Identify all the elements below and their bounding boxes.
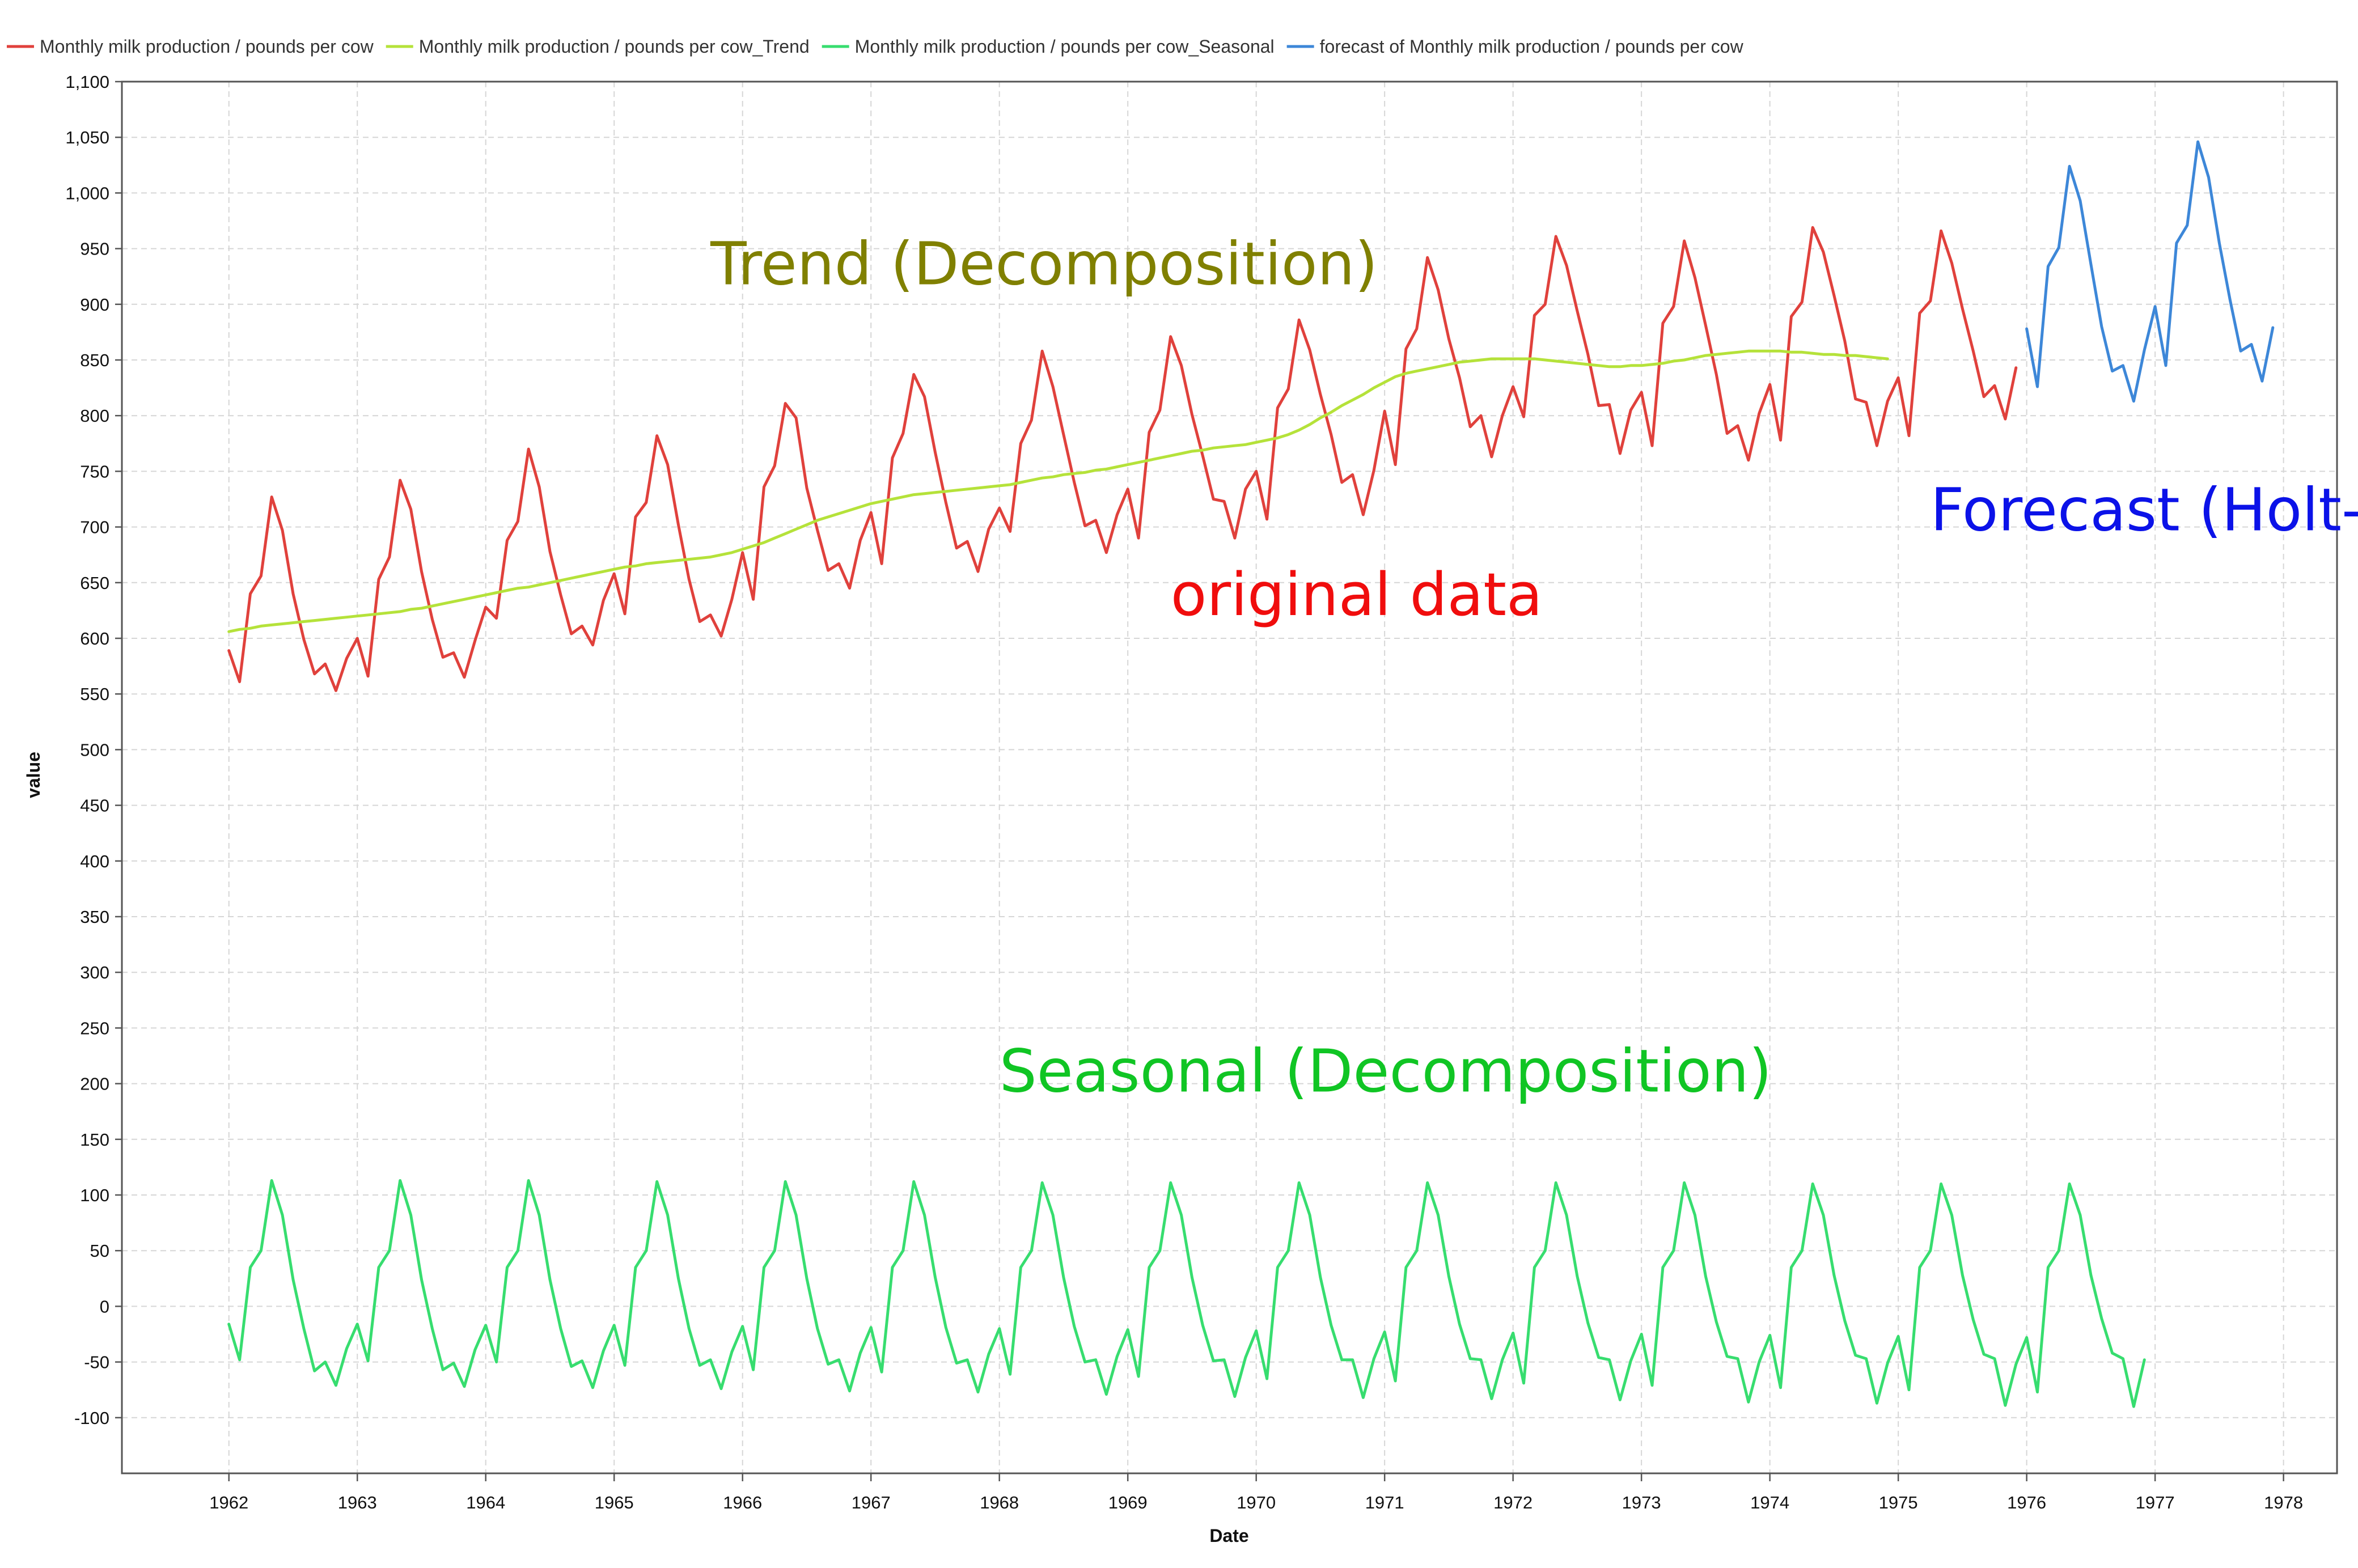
y-tick-label: 900 (80, 295, 109, 315)
seasonal-series-line (227, 1179, 2146, 1408)
y-tick-label: 100 (80, 1185, 109, 1205)
y-tick-label: 150 (80, 1130, 109, 1150)
x-tick-label: 1971 (1365, 1493, 1404, 1512)
x-tick-label: 1969 (1108, 1493, 1148, 1512)
legend-label: Monthly milk production / pounds per cow… (855, 36, 1275, 57)
x-tick-label: 1973 (1622, 1493, 1661, 1512)
y-tick-label: 1,050 (65, 128, 109, 147)
annotations: Trend (Decomposition) Forecast (Holt-Wint… (710, 229, 2358, 1105)
y-tick-label: 350 (80, 907, 109, 927)
x-tick-label: 1976 (2007, 1493, 2046, 1512)
x-tick-label: 1972 (1493, 1493, 1533, 1512)
x-axis-title: Date (1209, 1525, 1248, 1546)
x-tick-label: 1974 (1750, 1493, 1789, 1512)
legend: Monthly milk production / pounds per cow… (7, 36, 1744, 57)
y-tick-label: 600 (80, 629, 109, 649)
annotation-label: original data (1171, 560, 1543, 629)
legend-label: forecast of Monthly milk production / po… (1320, 36, 1744, 57)
y-tick-label: -100 (74, 1408, 109, 1428)
annotation-label: Forecast (Holt-Winters) (1931, 475, 2358, 544)
y-tick-label: 1,000 (65, 183, 109, 203)
x-tick-label: 1963 (338, 1493, 377, 1512)
x-tick-label: 1962 (209, 1493, 248, 1512)
y-tick-label: 950 (80, 239, 109, 259)
y-tick-label: 0 (100, 1296, 109, 1316)
y-tick-label: 650 (80, 573, 109, 593)
series-lines (227, 140, 2275, 1408)
x-tick-label: 1978 (2264, 1493, 2303, 1512)
plot-frame (121, 80, 2338, 1474)
y-tick-label: 250 (80, 1018, 109, 1038)
legend-label: Monthly milk production / pounds per cow… (419, 36, 810, 57)
x-tick-label: 1970 (1237, 1493, 1276, 1512)
grid-lines (122, 81, 2337, 1473)
original-series-line (227, 226, 2018, 692)
y-tick-label: 200 (80, 1074, 109, 1094)
y-axis-title: value (23, 752, 44, 798)
y-tick-label: 750 (80, 461, 109, 481)
trend-series-line (227, 349, 1889, 633)
y-tick-label: 50 (90, 1241, 109, 1261)
annotation-label: Trend (Decomposition) (710, 229, 1378, 298)
y-tick-label: 850 (80, 350, 109, 370)
y-tick-label: -50 (84, 1353, 109, 1372)
y-axis: -100 -50 0 50 100 150 200 250 300 350 400 450 500 550… (65, 72, 122, 1428)
x-axis: 1962 1963 1964 1965 1966 1967 1968 1969 1970 1971… (209, 1473, 2303, 1512)
y-tick-label: 300 (80, 963, 109, 982)
x-tick-label: 1964 (466, 1493, 505, 1512)
y-tick-label: 400 (80, 851, 109, 871)
x-tick-label: 1977 (2136, 1493, 2175, 1512)
y-tick-label: 700 (80, 518, 109, 537)
y-tick-label: 500 (80, 740, 109, 760)
annotation-label: Seasonal (Decomposition) (1000, 1036, 1772, 1105)
y-tick-label: 450 (80, 796, 109, 816)
x-tick-label: 1965 (595, 1493, 634, 1512)
y-tick-label: 550 (80, 684, 109, 704)
x-tick-label: 1975 (1879, 1493, 1918, 1512)
y-tick-label: 800 (80, 406, 109, 426)
x-tick-label: 1968 (980, 1493, 1019, 1512)
forecast-series-line (2025, 140, 2275, 403)
x-tick-label: 1966 (723, 1493, 762, 1512)
x-tick-label: 1967 (852, 1493, 891, 1512)
legend-label: Monthly milk production / pounds per cow (40, 36, 374, 57)
y-tick-label: 1,100 (65, 72, 109, 92)
